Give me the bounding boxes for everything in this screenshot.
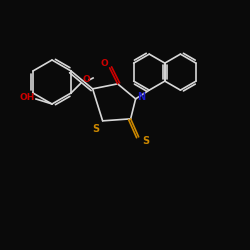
Text: OH: OH — [19, 94, 35, 102]
Text: O: O — [82, 74, 90, 84]
Text: S: S — [142, 136, 149, 146]
Text: S: S — [92, 124, 99, 134]
Text: N: N — [138, 92, 146, 102]
Text: O: O — [101, 59, 108, 68]
